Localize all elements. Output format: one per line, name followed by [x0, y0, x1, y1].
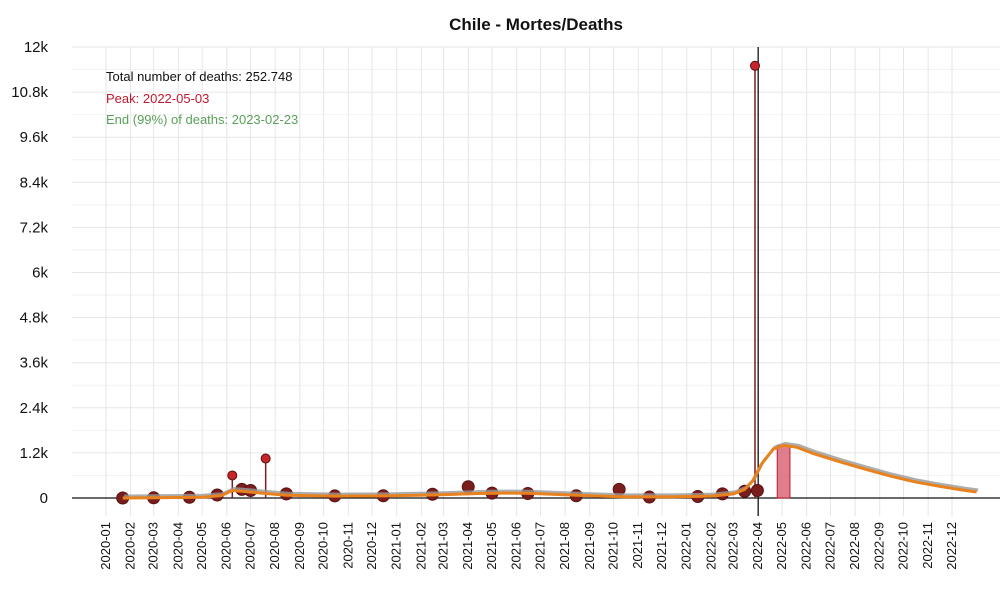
x-tick-label: 2020-05 — [194, 522, 209, 570]
x-tick-label: 2021-03 — [436, 522, 451, 570]
y-tick-label: 6k — [32, 265, 48, 282]
grid — [72, 46, 1000, 516]
x-tick-label: 2022-02 — [703, 522, 718, 570]
x-tick-label: 2022-06 — [799, 522, 814, 570]
x-tick-label: 2020-11 — [340, 522, 355, 569]
y-axis: 0 1.2k 2.4k 3.6k 4.8k 6k 7.2k 8.4k 9.6k 10.8k 12k — [11, 39, 48, 507]
y-tick-label: 4.8k — [20, 310, 49, 327]
daily-deaths-point — [749, 60, 760, 71]
data-marks — [116, 60, 979, 505]
y-tick-label: 0 — [40, 490, 48, 507]
peak-band — [776, 444, 791, 499]
y-tick-label: 12k — [24, 39, 49, 56]
x-tick-label: 2021-01 — [389, 522, 404, 570]
x-tick-label: 2020-09 — [292, 522, 307, 570]
x-tick-label: 2020-07 — [243, 522, 258, 570]
x-tick-label: 2022-08 — [847, 522, 862, 570]
x-tick-label: 2022-04 — [750, 522, 765, 570]
x-tick-label: 2022-11 — [920, 522, 935, 569]
x-tick-label: 2020-08 — [267, 522, 282, 570]
daily-deaths-point — [227, 470, 238, 481]
x-tick-label: 2022-10 — [896, 522, 911, 570]
x-tick-label: 2020-03 — [146, 522, 161, 570]
x-tick-label: 2021-11 — [630, 522, 645, 569]
y-tick-label: 10.8k — [11, 84, 48, 101]
x-tick-label: 2022-07 — [822, 522, 837, 570]
peak-annotation: Peak: 2022-05-03 — [106, 91, 209, 106]
x-tick-label: 2021-02 — [413, 522, 428, 570]
total-deaths-annotation: Total number of deaths: 252.748 — [106, 69, 292, 84]
end-annotation: End (99%) of deaths: 2023-02-23 — [106, 112, 298, 127]
y-tick-label: 8.4k — [20, 174, 49, 191]
x-tick-label: 2021-12 — [654, 522, 669, 570]
fit-curve — [122, 443, 977, 500]
x-tick-label: 2021-09 — [582, 522, 597, 570]
x-tick-label: 2022-01 — [679, 522, 694, 570]
x-tick-label: 2022-05 — [774, 522, 789, 570]
x-tick-label: 2020-12 — [364, 522, 379, 570]
y-tick-label: 1.2k — [20, 445, 49, 462]
x-tick-label: 2021-05 — [484, 522, 499, 570]
daily-deaths-point — [750, 483, 764, 497]
x-axis: 2020-01 2020-02 2020-03 2020-04 2020-05 2020-… — [98, 522, 959, 570]
x-tick-label: 2020-04 — [170, 522, 185, 570]
y-tick-label: 3.6k — [20, 355, 49, 372]
x-tick-label: 2020-10 — [316, 522, 331, 570]
x-tick-label: 2022-03 — [726, 522, 741, 570]
chart-title: Chile - Mortes/Deaths — [449, 15, 623, 34]
y-tick-label: 9.6k — [20, 129, 49, 146]
x-tick-label: 2021-10 — [606, 522, 621, 570]
x-tick-label: 2021-04 — [460, 522, 475, 570]
fit-curve-shadow — [124, 441, 979, 498]
x-tick-label: 2020-02 — [123, 522, 138, 570]
x-tick-label: 2022-09 — [872, 522, 887, 570]
x-tick-label: 2020-06 — [219, 522, 234, 570]
x-tick-label: 2021-06 — [509, 522, 524, 570]
y-tick-label: 7.2k — [20, 219, 49, 236]
x-tick-label: 2020-01 — [98, 522, 113, 570]
x-tick-label: 2021-07 — [533, 522, 548, 570]
daily-deaths-point — [260, 453, 271, 464]
x-tick-label: 2022-12 — [944, 522, 959, 570]
x-tick-label: 2021-08 — [557, 522, 572, 570]
y-tick-label: 2.4k — [20, 400, 49, 417]
